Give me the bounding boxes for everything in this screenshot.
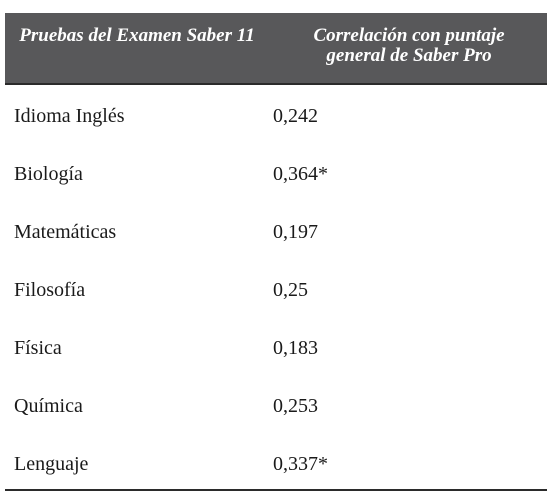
test-name: Biología (14, 163, 83, 185)
bottom-rule (5, 489, 547, 491)
header-tests: Pruebas del Examen Saber 11 (19, 25, 255, 46)
correlation-value: 0,197 (273, 221, 318, 243)
test-name: Química (14, 395, 83, 417)
test-name: Matemáticas (14, 221, 117, 243)
test-name: Física (14, 337, 62, 359)
correlation-value: 0,337* (273, 453, 328, 475)
table-row: Matemáticas 0,197 (5, 203, 547, 261)
table-row: Química 0,253 (5, 377, 547, 435)
table-row: Lenguaje 0,337* (5, 435, 547, 493)
header-correlation: Correlación con puntaje general de Saber… (313, 25, 505, 66)
table-row: Idioma Inglés 0,242 (5, 87, 547, 145)
correlation-table: Pruebas del Examen Saber 11 Correlación … (5, 13, 547, 491)
test-name: Idioma Inglés (14, 105, 125, 127)
correlation-value: 0,364* (273, 163, 328, 185)
table-row: Física 0,183 (5, 319, 547, 377)
table-row: Biología 0,364* (5, 145, 547, 203)
correlation-value: 0,253 (273, 395, 318, 417)
test-name: Lenguaje (14, 453, 89, 475)
table-row: Filosofía 0,25 (5, 261, 547, 319)
correlation-value: 0,242 (273, 105, 318, 127)
correlation-value: 0,183 (273, 337, 318, 359)
test-name: Filosofía (14, 279, 86, 301)
correlation-value: 0,25 (273, 279, 308, 301)
table-header: Pruebas del Examen Saber 11 Correlación … (5, 13, 547, 85)
